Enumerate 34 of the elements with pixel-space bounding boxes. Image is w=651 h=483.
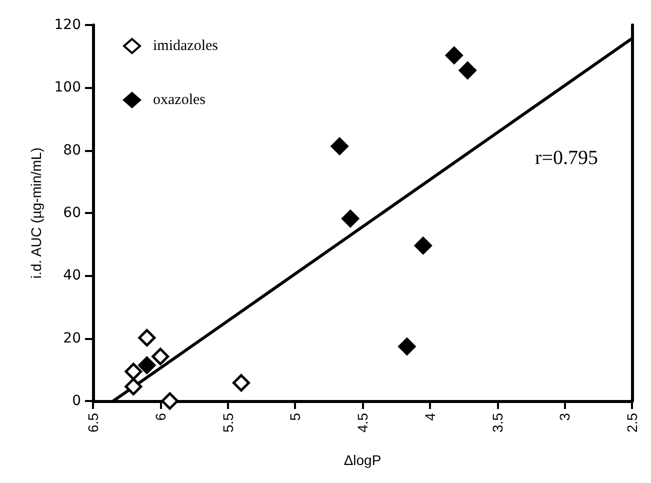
point bbox=[342, 210, 360, 228]
point bbox=[398, 338, 416, 356]
annotation: r=0.795 bbox=[535, 147, 598, 169]
x-tick-label: 5 bbox=[287, 412, 304, 421]
point bbox=[458, 62, 476, 80]
point bbox=[124, 362, 142, 380]
y-tick-label: 80 bbox=[63, 142, 81, 158]
point bbox=[138, 356, 156, 374]
x-tick-label: 6.5 bbox=[85, 412, 101, 432]
point bbox=[445, 46, 463, 64]
x-tick-label: 3 bbox=[556, 412, 573, 421]
x-tick-label: 5.5 bbox=[220, 412, 236, 432]
point bbox=[232, 374, 250, 392]
y-axis-title: i.d. AUC (µg-min/mL) bbox=[28, 148, 44, 278]
y-tick-label: 20 bbox=[63, 330, 81, 346]
point bbox=[124, 378, 142, 396]
y-tick-label: 120 bbox=[54, 17, 81, 33]
x-tick-label: 2.5 bbox=[624, 412, 640, 432]
legend-label: imidazoles bbox=[153, 38, 218, 54]
point bbox=[414, 236, 432, 254]
x-tick-label: 3.5 bbox=[489, 412, 506, 432]
x-axis-title: ΔlogP bbox=[344, 452, 382, 468]
point bbox=[161, 392, 179, 410]
x-tick-label: 6 bbox=[152, 412, 168, 421]
y-tick-label: 60 bbox=[63, 205, 81, 221]
point bbox=[152, 348, 170, 366]
y-tick-label: 40 bbox=[63, 268, 81, 284]
y-tick-label: 0 bbox=[72, 393, 81, 409]
point bbox=[330, 138, 348, 156]
x-tick-label: 4.5 bbox=[354, 412, 370, 432]
point bbox=[138, 328, 156, 346]
x-tick-label: 4 bbox=[422, 412, 438, 421]
legend-label: oxazoles bbox=[153, 92, 206, 108]
y-tick-label: 100 bbox=[54, 80, 81, 96]
